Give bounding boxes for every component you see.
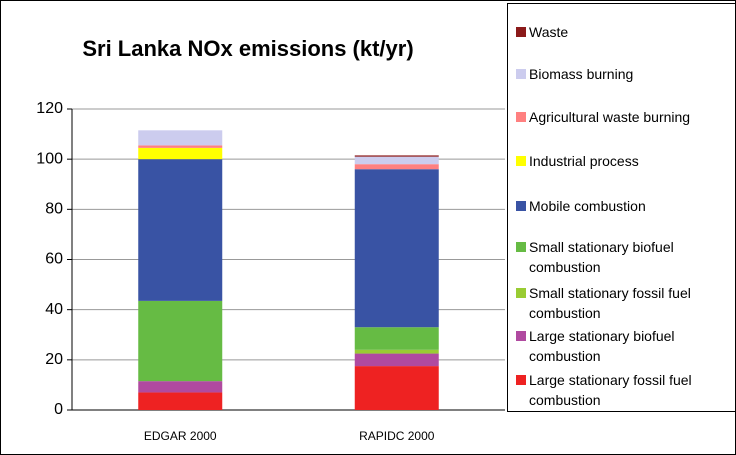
legend-label: Biomass burning — [529, 66, 634, 82]
legend-entry: Large stationary biofuel combustion — [516, 326, 735, 366]
legend-entry: Small stationary biofuel combustion — [516, 237, 735, 277]
legend-label: Large stationary biofuel combustion — [529, 328, 675, 364]
bar-segment — [354, 155, 439, 157]
y-tick-label: 0 — [54, 401, 63, 418]
bar-segment — [354, 366, 439, 410]
bar-segment — [138, 159, 223, 301]
bar-segment — [138, 381, 223, 393]
chart-title: Sri Lanka NOx emissions (kt/yr) — [82, 36, 413, 61]
bar-segment — [138, 392, 223, 410]
bar-segment — [354, 169, 439, 328]
legend-swatch — [516, 288, 526, 298]
legend-label: Small stationary fossil fuel combustion — [529, 285, 691, 321]
legend-swatch — [516, 27, 526, 37]
legend-entry: Mobile combustion — [516, 196, 735, 216]
legend-entry: Waste — [516, 22, 735, 42]
y-tick-label: 20 — [45, 351, 63, 368]
legend-swatch — [516, 201, 526, 211]
y-tick-label: 80 — [45, 201, 63, 218]
bar-segment — [138, 147, 223, 160]
legend-entry: Industrial process — [516, 151, 735, 171]
bar-segment — [138, 130, 223, 146]
y-tick-label: 40 — [45, 301, 63, 318]
y-tick-label: 60 — [45, 251, 63, 268]
legend-entry: Large stationary fossil fuel combustion — [516, 370, 735, 410]
legend-swatch — [516, 156, 526, 166]
bar-segment — [354, 349, 439, 354]
x-tick-label: EDGAR 2000 — [144, 429, 217, 443]
bar-segment — [354, 156, 439, 165]
y-tick-label: 120 — [36, 100, 63, 117]
bar-segment — [354, 164, 439, 170]
legend-swatch — [516, 331, 526, 341]
legend-swatch — [516, 69, 526, 79]
bar-segment — [138, 145, 223, 148]
legend-swatch — [516, 242, 526, 252]
bar-segment — [354, 327, 439, 350]
legend-swatch — [516, 112, 526, 122]
legend-label: Industrial process — [529, 153, 639, 169]
legend-label: Small stationary biofuel combustion — [529, 239, 674, 275]
bar-segment — [354, 353, 439, 367]
legend-entry: Biomass burning — [516, 64, 735, 84]
legend-label: Mobile combustion — [529, 198, 646, 214]
legend-label: Waste — [529, 24, 569, 40]
legend-label: Agricultural waste burning — [529, 109, 691, 125]
y-tick-label: 100 — [36, 150, 63, 167]
legend-swatch — [516, 375, 526, 385]
legend-entry: Small stationary fossil fuel combustion — [516, 283, 735, 323]
bar-segment — [138, 300, 223, 382]
legend: Large stationary fossil fuel combustion L… — [507, 3, 736, 412]
legend-label: Large stationary fossil fuel combustion — [529, 372, 692, 408]
legend-entry: Agricultural waste burning — [516, 107, 735, 127]
x-tick-label: RAPIDC 2000 — [359, 429, 435, 443]
